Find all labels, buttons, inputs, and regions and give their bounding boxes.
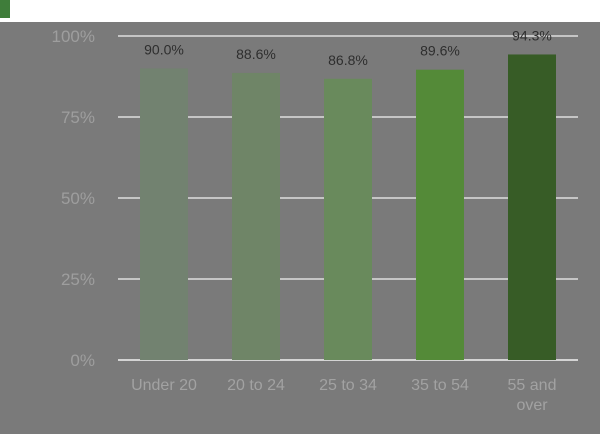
y-tick-label: 100% [52, 27, 95, 46]
data-labels: 90.0% 88.6% 86.8% 89.6% 94.3% [144, 27, 552, 67]
data-label: 86.8% [328, 52, 368, 68]
category-label: Under 20 [131, 377, 197, 394]
y-axis-ticks: 0% 25% 50% 75% 100% [52, 27, 95, 370]
category-label: 25 to 34 [319, 377, 377, 394]
bar [324, 78, 372, 360]
title-strip [0, 0, 600, 22]
y-tick-label: 50% [61, 189, 95, 208]
category-label: 55 and [508, 377, 557, 394]
y-tick-label: 75% [61, 108, 95, 127]
y-tick-label: 25% [61, 270, 95, 289]
data-label: 90.0% [144, 41, 184, 57]
y-tick-label: 0% [70, 351, 95, 370]
data-label: 94.3% [512, 27, 552, 43]
title-marker [0, 0, 10, 18]
bar [232, 72, 280, 360]
category-label: 20 to 24 [227, 377, 285, 394]
x-axis-categories: Under 20 20 to 24 25 to 34 35 to 54 55 and ov… [131, 377, 556, 414]
bars [140, 54, 556, 361]
bar [508, 54, 556, 361]
bar [140, 68, 188, 361]
category-label: over [516, 397, 548, 414]
data-label: 88.6% [236, 46, 276, 62]
data-label: 89.6% [420, 43, 460, 59]
bar [416, 69, 464, 361]
category-label: 35 to 54 [411, 377, 469, 394]
